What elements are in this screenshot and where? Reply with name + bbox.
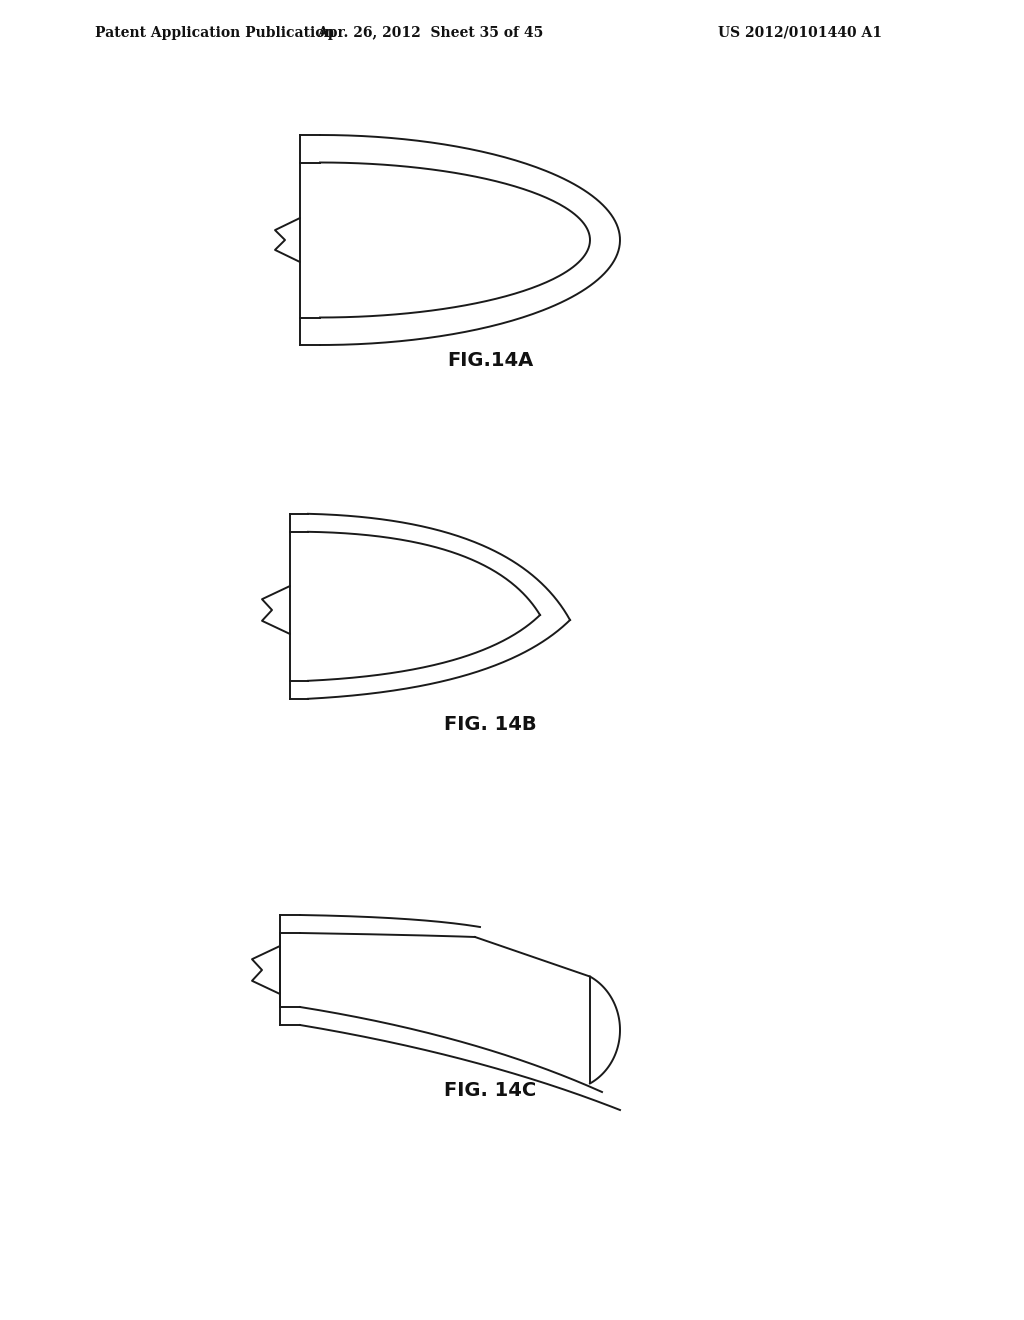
Text: FIG. 14B: FIG. 14B [443,715,537,734]
Text: FIG. 14C: FIG. 14C [443,1081,537,1100]
Text: Patent Application Publication: Patent Application Publication [95,26,335,40]
Text: US 2012/0101440 A1: US 2012/0101440 A1 [718,26,882,40]
Text: FIG.14A: FIG.14A [446,351,534,370]
Text: Apr. 26, 2012  Sheet 35 of 45: Apr. 26, 2012 Sheet 35 of 45 [316,26,543,40]
